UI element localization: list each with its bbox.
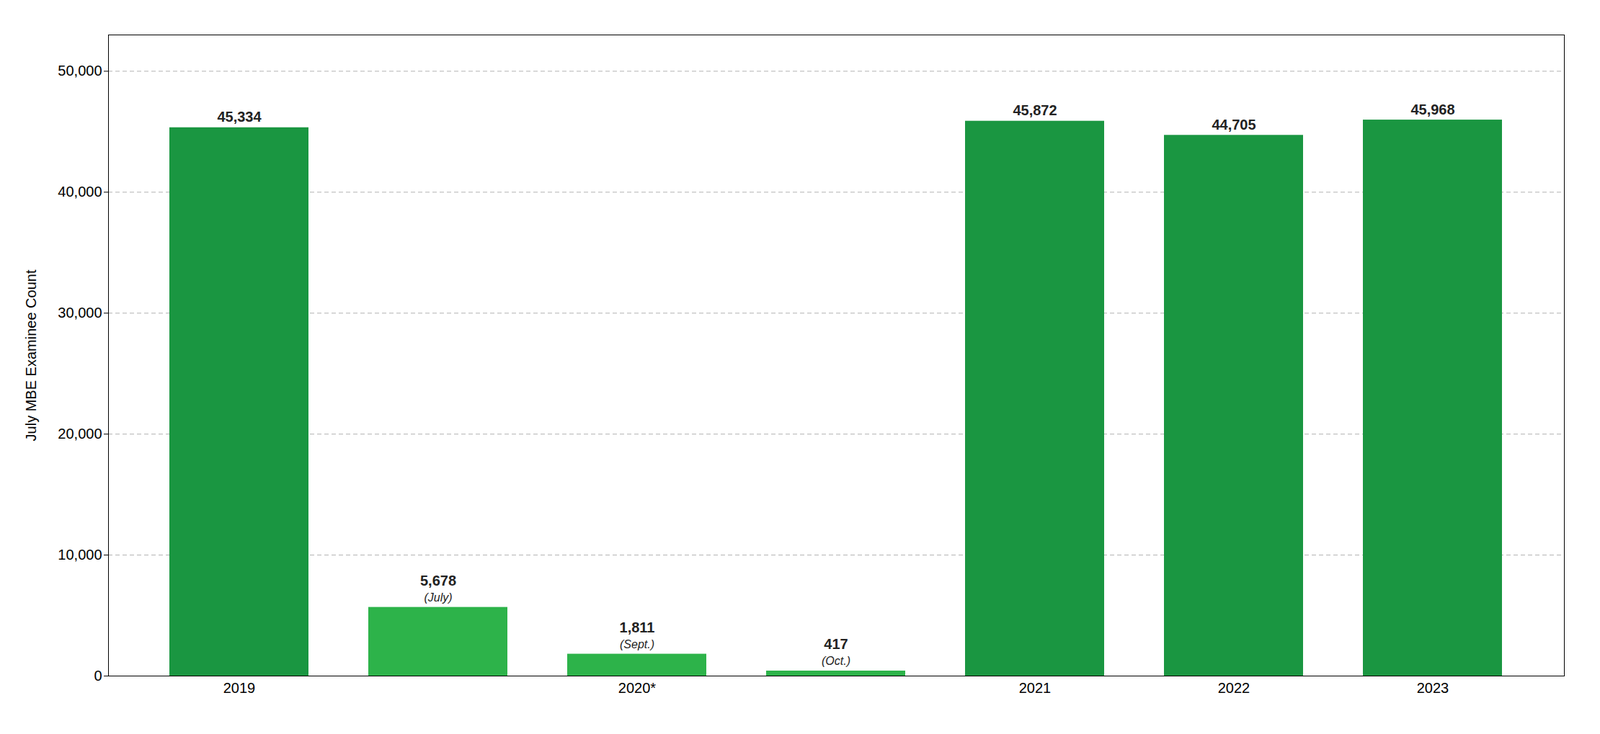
svg-text:44,705: 44,705	[1211, 116, 1256, 133]
svg-text:2022: 2022	[1218, 680, 1251, 697]
svg-text:30,000: 30,000	[57, 304, 102, 321]
svg-text:2020*: 2020*	[618, 680, 656, 697]
svg-text:20,000: 20,000	[57, 425, 102, 442]
svg-text:2021: 2021	[1019, 680, 1052, 697]
svg-text:50,000: 50,000	[57, 62, 102, 79]
svg-text:417: 417	[823, 636, 848, 653]
svg-text:(Oct.): (Oct.)	[821, 655, 851, 668]
svg-text:1,811: 1,811	[619, 619, 656, 636]
svg-text:2019: 2019	[223, 680, 256, 697]
svg-text:5,678: 5,678	[420, 572, 457, 589]
svg-text:45,334: 45,334	[216, 108, 262, 125]
svg-text:45,872: 45,872	[1012, 102, 1057, 119]
svg-text:(Sept.): (Sept.)	[619, 638, 655, 651]
svg-text:2023: 2023	[1416, 680, 1450, 697]
svg-text:10,000: 10,000	[57, 547, 102, 563]
svg-text:(July): (July)	[423, 591, 452, 604]
svg-text:0: 0	[93, 668, 102, 684]
svg-text:40,000: 40,000	[57, 183, 102, 200]
svg-text:July MBE Examinee Count: July MBE Examinee Count	[23, 269, 39, 442]
svg-text:45,968: 45,968	[1410, 101, 1455, 118]
